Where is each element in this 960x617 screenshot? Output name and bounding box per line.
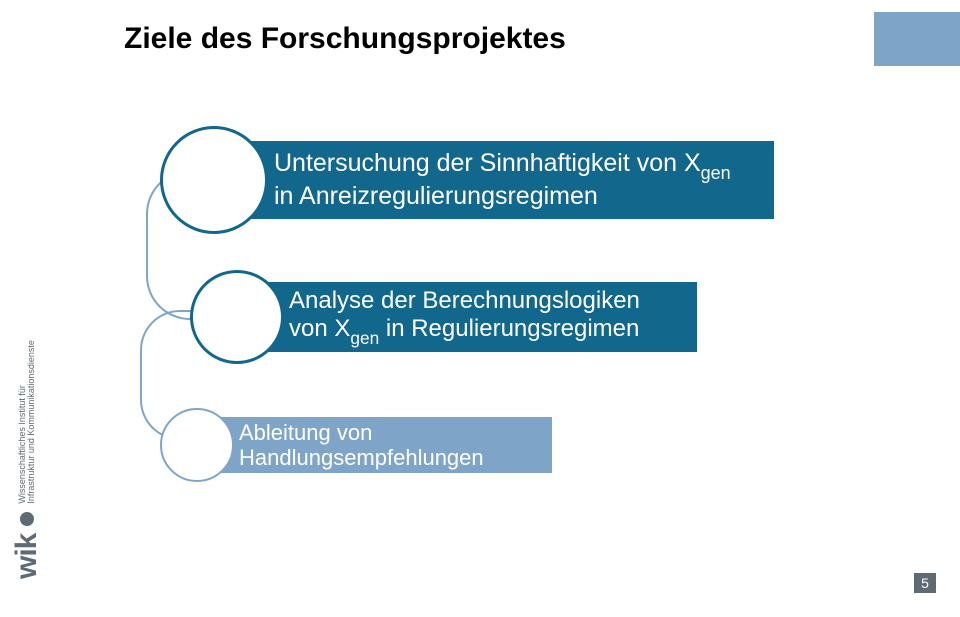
wik-logo-inner: wik Wissenschaftliches Institut für Infr… [10, 340, 44, 579]
page-number: 5 [921, 575, 929, 591]
page-title: Ziele des Forschungsprojektes [0, 22, 566, 56]
goal-circle [190, 270, 284, 364]
goal-text: Ableitung von Handlungsempfehlungen [239, 420, 536, 471]
goal-node-2: Analyse der Berechnungslogiken von Xgen … [190, 270, 697, 364]
goal-node-3: Ableitung von Handlungsempfehlungen [160, 408, 552, 482]
goal-text: Untersuchung der Sinnhaftigkeit von Xgen… [274, 149, 756, 210]
page-number-badge: 5 [914, 573, 936, 593]
wik-subtitle-line2: Infrastruktur und Kommunikationsdienste [26, 340, 36, 504]
goal-circle [160, 126, 268, 234]
wik-subtitle: Wissenschaftliches Institut für Infrastr… [18, 340, 37, 504]
goal-node-1: Untersuchung der Sinnhaftigkeit von Xgen… [160, 126, 774, 234]
wik-dot-icon [20, 512, 34, 526]
goal-text: Analyse der Berechnungslogiken von Xgen … [289, 287, 679, 346]
title-band-accent [874, 12, 960, 66]
goals-diagram: Untersuchung der Sinnhaftigkeit von Xgen… [120, 100, 860, 520]
goal-bar: Ableitung von Handlungsempfehlungen [197, 417, 552, 473]
goal-circle [160, 408, 234, 482]
goal-bar: Untersuchung der Sinnhaftigkeit von Xgen… [214, 141, 774, 219]
goal-bar: Analyse der Berechnungslogiken von Xgen … [237, 282, 697, 352]
wik-wordmark: wik [10, 534, 44, 579]
wik-logo: wik Wissenschaftliches Institut für Infr… [10, 349, 100, 579]
title-band: Ziele des Forschungsprojektes [0, 12, 566, 66]
